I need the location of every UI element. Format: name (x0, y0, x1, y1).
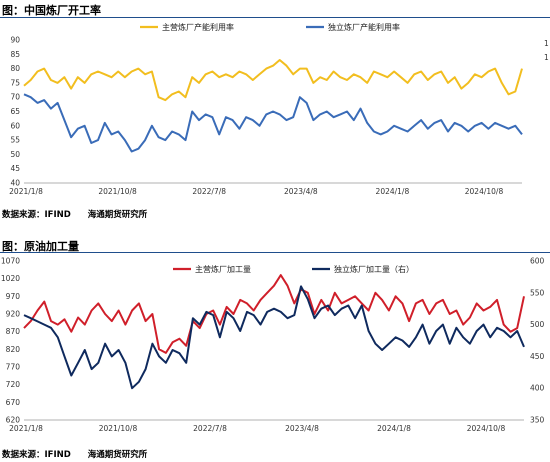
y-tick-label: 65 (10, 107, 20, 116)
panel1-source: 数据来源：IFIND 海通期货研究所 (2, 210, 148, 220)
chart-crude-processing: 620 670 720 770 820 870 920 970 1020 1070 350 400 45… (1, 257, 545, 434)
panel2-source: 数据来源：IFIND 海通期货研究所 (2, 450, 148, 460)
y-tick-label: 970 (6, 292, 21, 301)
y-tick-label: 770 (6, 363, 21, 372)
y-tick-label: 70 (10, 93, 20, 102)
series-line-0 (23, 274, 525, 354)
y-tick-label: 670 (6, 398, 21, 407)
y-tick-label: 920 (6, 310, 21, 319)
legend-label-1: 独立炼厂产能利用率 (328, 22, 400, 32)
panel1-title: 图：中国炼厂开工率 (2, 4, 101, 17)
y-right-tick-label: 550 (530, 288, 545, 297)
y-right-tick-label: 400 (530, 384, 545, 393)
x-tick-label: 2021/10/8 (98, 187, 137, 196)
y-tick-label: 85 (10, 50, 20, 59)
y-tick-label: 720 (6, 380, 21, 389)
panel2-title: 图：原油加工量 (2, 240, 79, 253)
x-tick-label: 2023/4/8 (285, 424, 319, 433)
series-line-1 (23, 285, 525, 390)
y-tick-label: 620 (6, 416, 21, 425)
series-line-0 (23, 59, 523, 102)
panel2-title-rule (0, 252, 550, 253)
y-tick-label: 55 (10, 136, 20, 145)
right-tick-mark: 1 (544, 39, 549, 48)
y-tick-label: 45 (10, 164, 20, 173)
y-tick-label: 90 (10, 36, 20, 45)
x-tick-label: 2024/10/8 (465, 187, 504, 196)
y-right-tick-label: 500 (530, 320, 545, 329)
chart-refinery-utilization: 40 45 50 55 60 65 70 75 80 85 90 1 1 2021/1/8 2021/10/… (9, 22, 549, 196)
y-tick-label: 80 (10, 64, 20, 73)
series-line-1 (23, 93, 523, 153)
y-tick-label: 40 (10, 179, 20, 188)
legend-label-1: 独立炼厂加工量（右） (334, 264, 414, 274)
y-tick-label: 1020 (1, 274, 20, 283)
x-tick-label: 2022/7/8 (192, 187, 226, 196)
legend-label-0: 主营炼厂加工量 (195, 264, 251, 274)
y-right-tick-label: 450 (530, 352, 545, 361)
x-tick-label: 2024/1/8 (376, 187, 410, 196)
y-tick-label: 870 (6, 327, 21, 336)
x-tick-label: 2021/10/8 (99, 424, 138, 433)
x-tick-label: 2024/10/8 (467, 424, 506, 433)
x-tick-label: 2024/1/8 (377, 424, 411, 433)
y-tick-label: 75 (10, 78, 20, 87)
x-tick-label: 2021/1/8 (9, 424, 43, 433)
x-tick-label: 2023/4/8 (284, 187, 318, 196)
y-tick-label: 50 (10, 150, 20, 159)
panel1-title-rule (0, 17, 550, 18)
x-tick-label: 2022/7/8 (193, 424, 227, 433)
y-right-tick-label: 350 (530, 416, 545, 425)
y-tick-label: 1070 (1, 257, 20, 266)
right-tick-mark: 1 (544, 53, 549, 62)
y-tick-label: 820 (6, 345, 21, 354)
x-tick-label: 2021/1/8 (9, 187, 43, 196)
y-tick-label: 60 (10, 121, 20, 130)
legend-label-0: 主营炼厂产能利用率 (162, 22, 234, 32)
y-right-tick-label: 600 (530, 257, 545, 266)
